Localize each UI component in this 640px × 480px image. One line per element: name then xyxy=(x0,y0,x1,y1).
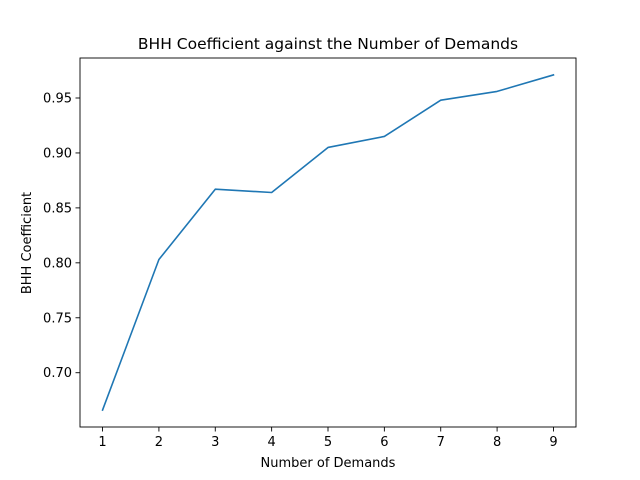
data-point xyxy=(157,258,161,262)
data-point xyxy=(495,89,499,93)
data-point xyxy=(382,134,386,138)
data-point xyxy=(213,187,217,191)
y-axis-label: BHH Coefficient xyxy=(20,192,35,294)
data-point xyxy=(101,408,105,412)
data-point xyxy=(551,73,555,77)
x-axis-ticks: 1 2 3 4 5 6 7 8 9 xyxy=(98,427,558,450)
x-tick-label: 6 xyxy=(380,435,388,450)
data-point xyxy=(439,98,443,102)
y-tick-label: 0.75 xyxy=(43,311,72,326)
x-tick-label: 1 xyxy=(98,435,106,450)
y-tick-label: 0.70 xyxy=(43,366,72,381)
x-tick-label: 7 xyxy=(437,435,445,450)
y-tick-label: 0.85 xyxy=(43,201,72,216)
x-tick-label: 9 xyxy=(549,435,557,450)
chart-title: BHH Coefficient against the Number of De… xyxy=(138,35,518,53)
x-axis-label: Number of Demands xyxy=(261,456,396,471)
series-line-0 xyxy=(101,73,555,412)
x-tick-label: 4 xyxy=(267,435,275,450)
y-axis-ticks: 0.70 0.75 0.80 0.85 0.90 0.95 xyxy=(43,91,80,381)
data-point xyxy=(326,145,330,149)
x-tick-label: 5 xyxy=(324,435,332,450)
y-tick-label: 0.80 xyxy=(43,256,72,271)
x-tick-label: 3 xyxy=(211,435,219,450)
x-tick-label: 8 xyxy=(493,435,501,450)
data-point xyxy=(270,191,274,195)
y-tick-label: 0.95 xyxy=(43,91,72,106)
x-tick-label: 2 xyxy=(155,435,163,450)
y-tick-label: 0.90 xyxy=(43,146,72,161)
